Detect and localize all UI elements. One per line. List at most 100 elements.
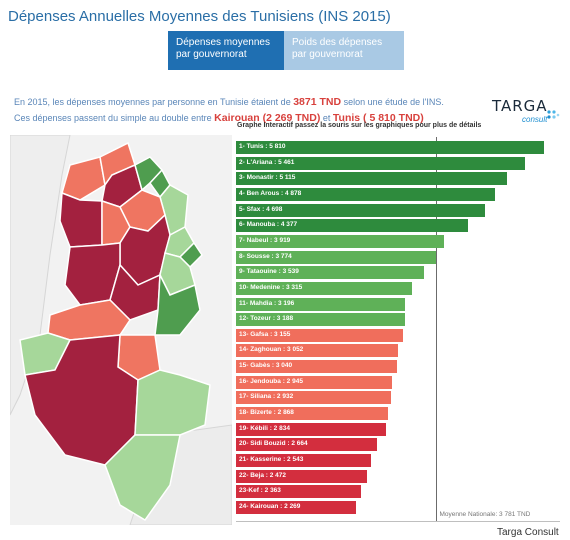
national-average-label: Moyenne Nationale: 3 781 TND: [439, 511, 531, 518]
bar-label: 14- Zaghouan : 3 052: [239, 346, 304, 354]
bar-row[interactable]: 15- Gabès : 3 040: [236, 360, 398, 374]
bar-label: 7- Nabeul : 3 919: [239, 236, 291, 244]
bar[interactable]: [236, 500, 357, 514]
bar[interactable]: [236, 438, 378, 452]
bar-label: 22- Beja : 2 472: [239, 471, 286, 479]
intro-text: En 2015, les dépenses moyennes par perso…: [14, 94, 494, 126]
bar-row[interactable]: 10- Medenine : 3 315: [236, 281, 412, 295]
tunisia-map: [10, 135, 232, 525]
bar-row[interactable]: 22- Beja : 2 472: [236, 469, 368, 483]
bar-row[interactable]: 24- Kairouan : 2 269: [236, 500, 357, 514]
region-jendouba[interactable]: [61, 156, 106, 201]
region-medenine[interactable]: [134, 369, 211, 436]
bar-row[interactable]: 23-Kef : 2 363: [236, 485, 362, 499]
bar-label: 3- Monastir : 5 115: [239, 174, 296, 182]
bar-label: 21- Kasserine : 2 543: [239, 456, 304, 463]
bar-row[interactable]: 14- Zaghouan : 3 052: [236, 344, 398, 358]
bar-row[interactable]: 3- Monastir : 5 115: [236, 172, 508, 186]
bar-label: 16- Jendouba : 2 945: [239, 377, 303, 385]
region-tataouine[interactable]: [104, 434, 181, 521]
logo-dots-icon: [547, 110, 560, 119]
bar[interactable]: [236, 360, 398, 374]
bar-row[interactable]: 7- Nabeul : 3 919: [236, 234, 444, 248]
bar-label: 13- Gafsa : 3 155: [239, 330, 291, 338]
bar[interactable]: [236, 172, 508, 186]
bar-row[interactable]: 6- Manouba : 4 377: [236, 219, 469, 233]
bar[interactable]: [236, 344, 398, 358]
tab-depenses-moyennes[interactable]: Dépenses moyennes par gouvernorat: [168, 31, 284, 70]
chart-axis-line: [236, 521, 560, 522]
bar[interactable]: [236, 266, 424, 280]
bar-label: 24- Kairouan : 2 269: [239, 502, 301, 510]
view-tabs: Dépenses moyennes par gouvernorat Poids …: [168, 31, 404, 70]
intro-line2-text: Ces dépenses passent du simple au double…: [14, 113, 212, 123]
intro-tunis: Tunis ( 5 810 TND): [332, 112, 424, 124]
bar[interactable]: [236, 141, 544, 154]
bar-label: 9- Tataouine : 3 539: [239, 268, 299, 276]
bar-label: 12- Tozeur : 3 188: [239, 315, 294, 323]
bar[interactable]: [236, 281, 412, 295]
bar-row[interactable]: 17- Siliana : 2 932: [236, 391, 392, 405]
bar-label: 10- Medenine : 3 315: [239, 283, 303, 291]
bar-row[interactable]: 4- Ben Arous : 4 878: [236, 187, 495, 201]
bar-row[interactable]: 5- Sfax : 4 698: [236, 203, 486, 217]
bar-label: 17- Siliana : 2 932: [239, 393, 294, 401]
bar[interactable]: [236, 187, 495, 201]
bar-label: 18- Bizerte : 2 868: [239, 409, 294, 417]
region-kef[interactable]: [59, 191, 103, 248]
intro-line1-text: En 2015, les dépenses moyennes par perso…: [14, 97, 291, 107]
logo-sub: consult: [522, 115, 548, 124]
bar-row[interactable]: 19- Kébili : 2 834: [236, 422, 387, 436]
bar-row[interactable]: 21- Kasserine : 2 543: [236, 454, 371, 467]
bar[interactable]: [236, 219, 469, 233]
bar-label: 15- Gabès : 3 040: [239, 362, 293, 370]
bar-row[interactable]: 11- Mahdia : 3 196: [236, 297, 406, 311]
bar-row[interactable]: 13- Gafsa : 3 155: [236, 328, 404, 342]
intro-line1-suffix: selon une étude de l'INS.: [343, 97, 444, 107]
bar[interactable]: [236, 297, 406, 311]
bar[interactable]: [236, 469, 368, 483]
bar[interactable]: [236, 250, 437, 264]
bar-label: 5- Sfax : 4 698: [239, 205, 283, 213]
bar[interactable]: [236, 454, 371, 467]
bar-row[interactable]: 12- Tozeur : 3 188: [236, 313, 405, 327]
bar[interactable]: [236, 234, 444, 248]
bar-label: 20- Sidi Bouzid : 2 664: [239, 440, 308, 448]
bar-label: 2- L'Ariana : 5 461: [239, 158, 295, 166]
bar[interactable]: [236, 313, 405, 327]
bar[interactable]: [236, 375, 393, 389]
bar[interactable]: [236, 422, 387, 436]
bar-row[interactable]: 18- Bizerte : 2 868: [236, 407, 389, 421]
bar[interactable]: [236, 156, 526, 170]
bar-label: 1- Tunis : 5 810: [239, 143, 286, 150]
intro-national-average: 3871 TND: [293, 96, 342, 108]
bar-label: 19- Kébili : 2 834: [239, 424, 290, 432]
footer-credit: Targa Consult: [497, 527, 559, 538]
expenses-bar-chart: Moyenne Nationale: 3 781 TND 1- Tunis : …: [232, 137, 562, 525]
bar-row[interactable]: 9- Tataouine : 3 539: [236, 266, 424, 280]
region-sfax[interactable]: [154, 272, 201, 336]
map-svg: [10, 135, 232, 525]
bar-label: 4- Ben Arous : 4 878: [239, 189, 302, 197]
page-title: Dépenses Annuelles Moyennes des Tunisien…: [8, 8, 391, 25]
bar-row[interactable]: 8- Sousse : 3 774: [236, 250, 437, 264]
bar-label: 8- Sousse : 3 774: [239, 252, 292, 260]
bar[interactable]: [236, 328, 404, 342]
bar-label: 11- Mahdia : 3 196: [239, 299, 295, 307]
bar[interactable]: [236, 391, 392, 405]
bar-row[interactable]: 20- Sidi Bouzid : 2 664: [236, 438, 378, 452]
bar-row[interactable]: 16- Jendouba : 2 945: [236, 375, 393, 389]
targa-logo: TARGA consult: [490, 97, 560, 129]
interactive-hint: Graphe Interactif passez la souris sur l…: [237, 122, 482, 129]
bar-row[interactable]: 1- Tunis : 5 810: [236, 141, 544, 154]
logo-brand: TARGA: [492, 97, 548, 115]
bar[interactable]: [236, 407, 389, 421]
bar[interactable]: [236, 203, 486, 217]
bar-label: 6- Manouba : 4 377: [239, 221, 298, 229]
intro-conj: et: [322, 113, 331, 123]
bar[interactable]: [236, 485, 362, 499]
intro-kairouan: Kairouan (2 269 TND): [214, 112, 321, 124]
national-average-line: [436, 137, 438, 521]
bar-row[interactable]: 2- L'Ariana : 5 461: [236, 156, 526, 170]
tab-poids-depenses[interactable]: Poids des dépenses par gouvernorat: [284, 31, 404, 70]
